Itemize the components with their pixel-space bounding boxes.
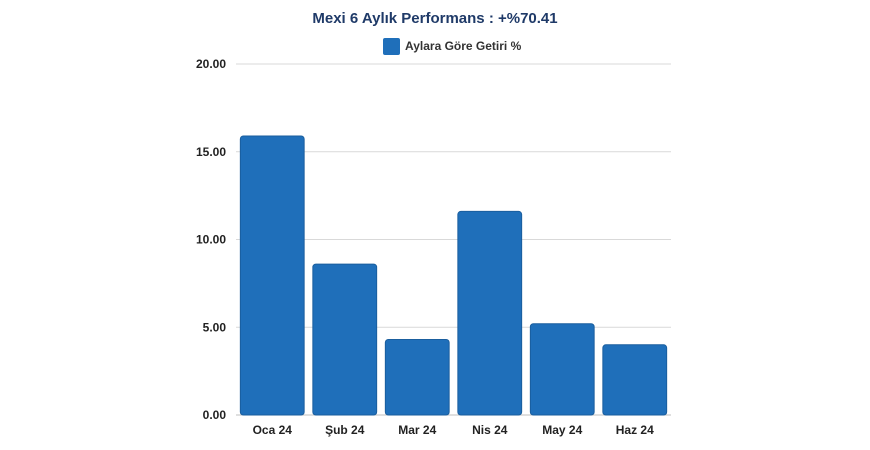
bar <box>529 323 595 416</box>
x-tick-label: May 24 <box>542 423 582 437</box>
bar <box>602 344 668 416</box>
x-tick-label: Şub 24 <box>325 423 365 437</box>
y-tick-label: 20.00 <box>196 57 226 71</box>
bar <box>239 135 305 416</box>
y-tick-label: 15.00 <box>196 145 226 159</box>
x-tick-label: Oca 24 <box>253 423 293 437</box>
legend: Aylara Göre Getiri % <box>383 36 521 56</box>
legend-swatch <box>383 37 400 55</box>
x-tick-label: Haz 24 <box>616 423 654 437</box>
chart-title: Mexi 6 Aylık Performans : +%70.41 <box>312 10 558 27</box>
y-tick-label: 0.00 <box>203 408 227 422</box>
y-tick-label: 5.00 <box>203 320 227 334</box>
legend-label: Aylara Göre Getiri % <box>405 39 522 53</box>
y-tick-label: 10.00 <box>196 233 226 247</box>
x-tick-label: Nis 24 <box>472 423 508 437</box>
bar <box>384 339 450 416</box>
bar <box>457 210 523 416</box>
bar <box>312 263 378 416</box>
x-tick-label: Mar 24 <box>398 423 436 437</box>
